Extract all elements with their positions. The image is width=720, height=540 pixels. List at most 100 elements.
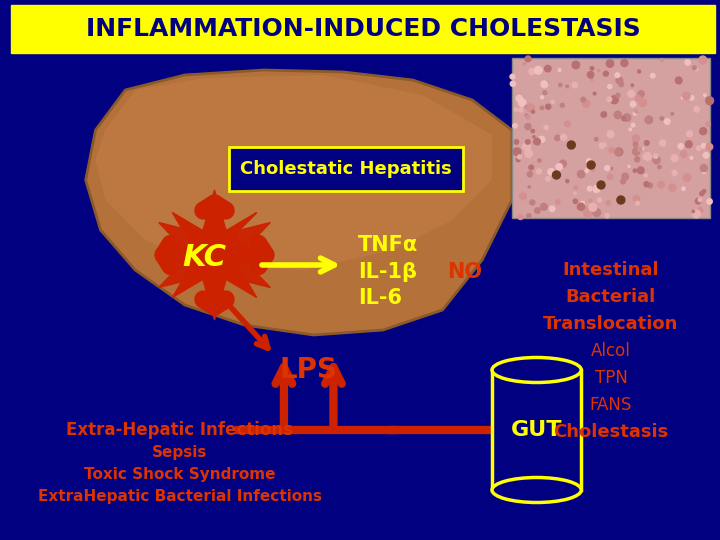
Circle shape bbox=[632, 135, 639, 142]
Text: IL-1β: IL-1β bbox=[359, 262, 417, 282]
Circle shape bbox=[573, 199, 577, 204]
Circle shape bbox=[588, 72, 594, 78]
Circle shape bbox=[544, 125, 549, 130]
Circle shape bbox=[703, 190, 706, 193]
Circle shape bbox=[657, 165, 661, 168]
Circle shape bbox=[567, 141, 575, 149]
Circle shape bbox=[637, 167, 644, 174]
Circle shape bbox=[628, 90, 634, 97]
Circle shape bbox=[552, 171, 560, 179]
Circle shape bbox=[635, 110, 638, 113]
Circle shape bbox=[603, 143, 606, 147]
FancyArrowPatch shape bbox=[193, 257, 212, 276]
Circle shape bbox=[514, 140, 518, 144]
Circle shape bbox=[595, 138, 598, 141]
Circle shape bbox=[574, 186, 577, 190]
Circle shape bbox=[581, 97, 585, 102]
Circle shape bbox=[611, 96, 618, 104]
Circle shape bbox=[598, 70, 600, 72]
Circle shape bbox=[543, 91, 546, 94]
Circle shape bbox=[671, 154, 678, 161]
Circle shape bbox=[548, 168, 554, 175]
Circle shape bbox=[529, 165, 534, 170]
Circle shape bbox=[631, 124, 635, 127]
Circle shape bbox=[589, 199, 592, 202]
Circle shape bbox=[650, 73, 655, 78]
FancyArrowPatch shape bbox=[163, 244, 212, 266]
Circle shape bbox=[695, 68, 698, 71]
Circle shape bbox=[653, 157, 660, 164]
Circle shape bbox=[534, 138, 540, 145]
Circle shape bbox=[644, 182, 649, 187]
Circle shape bbox=[526, 214, 531, 218]
Circle shape bbox=[541, 96, 544, 99]
Circle shape bbox=[584, 210, 591, 217]
Circle shape bbox=[582, 100, 590, 107]
Circle shape bbox=[528, 186, 531, 188]
Circle shape bbox=[687, 131, 693, 137]
Circle shape bbox=[560, 103, 564, 107]
Polygon shape bbox=[158, 190, 270, 320]
Circle shape bbox=[700, 192, 704, 195]
FancyArrowPatch shape bbox=[217, 257, 236, 276]
Circle shape bbox=[616, 77, 623, 84]
Circle shape bbox=[615, 148, 621, 155]
Circle shape bbox=[654, 154, 658, 158]
Polygon shape bbox=[173, 195, 215, 255]
FancyArrowPatch shape bbox=[217, 233, 236, 253]
Circle shape bbox=[572, 61, 580, 69]
Circle shape bbox=[638, 70, 641, 73]
Text: Intestinal: Intestinal bbox=[563, 261, 660, 279]
Circle shape bbox=[590, 66, 594, 70]
Circle shape bbox=[643, 155, 647, 159]
Circle shape bbox=[680, 151, 687, 157]
Text: LPS: LPS bbox=[280, 356, 338, 384]
Circle shape bbox=[634, 112, 636, 115]
Circle shape bbox=[609, 148, 614, 153]
Circle shape bbox=[631, 84, 634, 86]
FancyArrowPatch shape bbox=[217, 244, 266, 266]
Circle shape bbox=[592, 168, 595, 171]
Circle shape bbox=[518, 99, 526, 106]
Circle shape bbox=[605, 166, 610, 171]
Circle shape bbox=[572, 83, 577, 88]
Polygon shape bbox=[173, 255, 215, 315]
Circle shape bbox=[558, 69, 561, 71]
Circle shape bbox=[615, 73, 620, 77]
Circle shape bbox=[533, 136, 535, 138]
Circle shape bbox=[559, 160, 567, 167]
Circle shape bbox=[707, 199, 712, 204]
Text: Cholestatic Hepatitis: Cholestatic Hepatitis bbox=[240, 160, 452, 178]
Circle shape bbox=[644, 153, 651, 160]
Circle shape bbox=[619, 82, 624, 86]
Ellipse shape bbox=[492, 357, 581, 382]
Circle shape bbox=[528, 69, 535, 75]
Text: Toxic Shock Syndrome: Toxic Shock Syndrome bbox=[84, 467, 276, 482]
Circle shape bbox=[638, 91, 644, 97]
Circle shape bbox=[616, 93, 620, 97]
Circle shape bbox=[660, 140, 665, 146]
Circle shape bbox=[560, 134, 567, 140]
Circle shape bbox=[685, 141, 692, 148]
Circle shape bbox=[531, 130, 534, 133]
Circle shape bbox=[559, 83, 562, 86]
Circle shape bbox=[588, 161, 595, 169]
Circle shape bbox=[526, 104, 534, 112]
Circle shape bbox=[526, 116, 530, 119]
Circle shape bbox=[678, 144, 683, 149]
Circle shape bbox=[540, 106, 544, 110]
Circle shape bbox=[607, 131, 614, 138]
Circle shape bbox=[516, 158, 520, 162]
Circle shape bbox=[693, 66, 696, 70]
Circle shape bbox=[665, 119, 670, 124]
FancyBboxPatch shape bbox=[492, 370, 581, 490]
Circle shape bbox=[544, 82, 548, 85]
Circle shape bbox=[634, 110, 636, 112]
Circle shape bbox=[682, 187, 685, 191]
Circle shape bbox=[530, 200, 535, 205]
FancyArrowPatch shape bbox=[193, 233, 212, 253]
Polygon shape bbox=[215, 255, 256, 315]
Circle shape bbox=[639, 99, 647, 107]
Circle shape bbox=[593, 92, 596, 95]
Circle shape bbox=[513, 124, 517, 128]
